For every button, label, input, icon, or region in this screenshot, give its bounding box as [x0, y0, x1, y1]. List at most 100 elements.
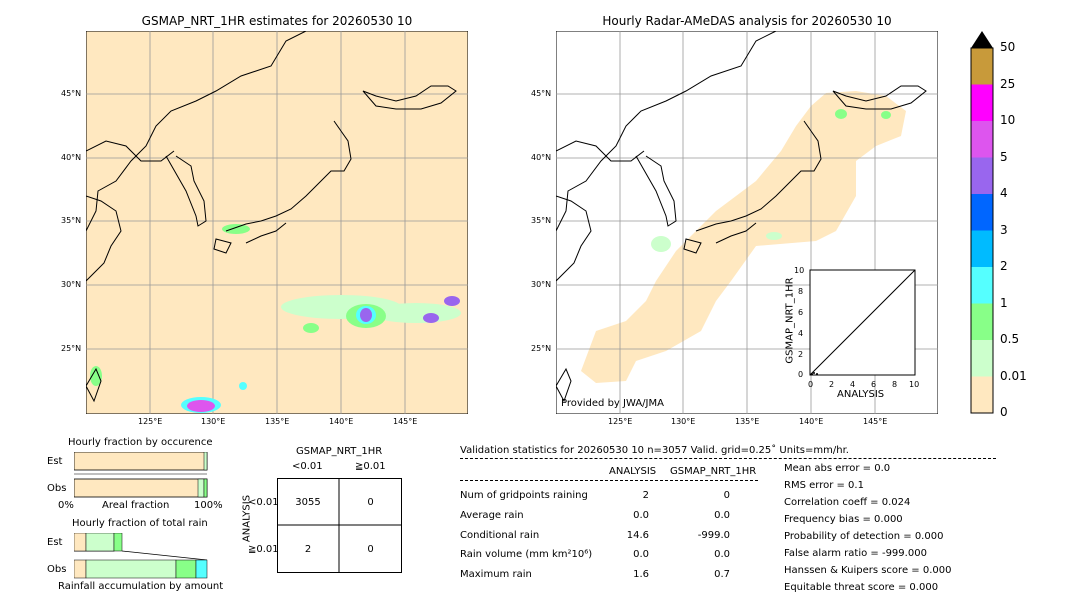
inset-x-tick-8: 8 — [892, 380, 898, 389]
colorbar — [970, 31, 994, 414]
left-lon-135: 135°E — [265, 417, 290, 426]
right-lat-30: 30°N — [531, 280, 552, 289]
frac-total-title: Hourly fraction of total rain — [72, 518, 208, 529]
colorbar-label: 0 — [1000, 405, 1008, 419]
map-credit: Provided by JWA/JMA — [561, 398, 664, 409]
frac-occ-bars — [74, 452, 208, 498]
right-map-title: Hourly Radar-AMeDAS analysis for 2026053… — [602, 14, 892, 28]
frac-total-row-obs: Obs — [47, 564, 67, 575]
scatter-diagonal — [809, 269, 916, 376]
colorbar-label: 2 — [1000, 259, 1008, 273]
colorbar-label: 5 — [1000, 149, 1008, 164]
left-map-rain-patches — [90, 224, 461, 413]
contingency-col-lt: <0.01 — [292, 461, 323, 472]
right-lon-145: 145°E — [863, 417, 888, 426]
right-lat-35: 35°N — [531, 216, 552, 225]
colorbar-segment — [971, 267, 993, 304]
frac-occ-row-obs: Obs — [47, 483, 67, 494]
scatter-points — [811, 372, 818, 375]
left-lat-40: 40°N — [61, 153, 82, 162]
left-lon-130: 130°E — [201, 417, 226, 426]
colorbar-segment — [971, 121, 993, 158]
stat-analysis: 2 — [642, 490, 649, 501]
contingency-title: GSMAP_NRT_1HR — [296, 446, 383, 457]
inset-y-tick-8: 8 — [798, 287, 804, 296]
right-lat-40: 40°N — [531, 153, 552, 162]
validation-divider — [460, 458, 996, 459]
colorbar-extend-arrow — [971, 31, 993, 48]
right-lat-45: 45°N — [531, 89, 552, 98]
colorbar-label: 4 — [1000, 186, 1008, 200]
colorbar-label: 3 — [1000, 222, 1008, 237]
colorbar-label: 10 — [1000, 113, 1016, 127]
frac-occ-title: Hourly fraction by occurence — [68, 437, 213, 448]
inset-x-tick-0: 0 — [808, 380, 814, 389]
frac-occ-axis-right: 100% — [194, 500, 223, 511]
colorbar-label: 50 — [1000, 40, 1016, 54]
stat-label: Conditional rain — [460, 530, 540, 541]
left-lon-145: 145°E — [393, 417, 418, 426]
colorbar-label: 1 — [1000, 295, 1008, 310]
inset-xlabel: ANALYSIS — [837, 389, 885, 400]
right-map-coverage — [581, 91, 906, 383]
right-lon-130: 130°E — [671, 417, 696, 426]
inset-y-tick-10: 10 — [794, 266, 805, 275]
stat-gsmap: 0 — [723, 490, 730, 501]
stat-gsmap: 0.0 — [714, 510, 730, 521]
right-lat-25: 25°N — [531, 344, 552, 353]
contingency-row-ge: ≧0.01 — [248, 544, 279, 555]
colorbar-label: 0.01 — [1000, 368, 1027, 383]
left-lat-35: 35°N — [61, 216, 82, 225]
colorbar-segment — [971, 157, 993, 194]
frac-total-bars — [74, 533, 208, 579]
contingency-grid — [277, 478, 402, 573]
inset-y-tick-6: 6 — [798, 308, 804, 317]
colorbar-label: 25 — [1000, 76, 1016, 91]
left-lon-125: 125°E — [138, 417, 163, 426]
colorbar-segment — [971, 376, 993, 413]
score-hk: Hanssen & Kuipers score = 0.000 — [784, 565, 952, 576]
frac-total-footer: Rainfall accumulation by amount — [58, 581, 224, 592]
score-frequency-bias: Frequency bias = 0.000 — [784, 514, 903, 525]
frac-occ-axis-mid: Areal fraction — [102, 500, 170, 511]
score-rms-error: RMS error = 0.1 — [784, 480, 864, 491]
colorbar-segment — [971, 194, 993, 231]
right-lon-135: 135°E — [735, 417, 760, 426]
left-map-coastlines — [86, 31, 457, 403]
colorbar-label: 0.5 — [1000, 332, 1020, 346]
contingency-row-lt: <0.01 — [248, 497, 279, 508]
inset-y-tick-0: 0 — [798, 370, 804, 379]
stat-label: Maximum rain — [460, 569, 532, 580]
left-lat-45: 45°N — [61, 89, 82, 98]
contingency-cell-00: 3055 — [295, 497, 321, 508]
left-lat-25: 25°N — [61, 344, 82, 353]
contingency-cell-10: 2 — [304, 544, 312, 555]
frac-total-row-est: Est — [47, 537, 63, 548]
colorbar-segment — [971, 230, 993, 267]
score-ets: Equitable threat score = 0.000 — [784, 582, 939, 593]
stat-analysis: 14.6 — [626, 530, 649, 541]
colorbar-segment — [971, 303, 993, 340]
left-lon-140: 140°E — [329, 417, 354, 426]
frac-occ-axis-left: 0% — [58, 500, 74, 511]
validation-col-analysis: ANALYSIS — [609, 466, 657, 477]
stat-gsmap: 0.0 — [714, 549, 730, 560]
inset-y-tick-4: 4 — [798, 329, 804, 338]
stat-gsmap: 0.7 — [714, 569, 730, 580]
validation-subdivider — [460, 480, 758, 481]
inset-x-tick-6: 6 — [871, 380, 877, 389]
left-map-title: GSMAP_NRT_1HR estimates for 20260530 10 — [141, 14, 413, 28]
right-map-rain-patches — [651, 109, 891, 252]
inset-y-tick-2: 2 — [798, 350, 804, 359]
colorbar-segments — [971, 48, 993, 413]
stat-label: Average rain — [460, 510, 524, 521]
colorbar-segment — [971, 340, 993, 377]
stat-label: Rain volume (mm km²10⁶) — [460, 549, 593, 560]
contingency-cell-11: 0 — [367, 544, 374, 555]
stat-analysis: 1.6 — [633, 569, 649, 580]
stat-label: Num of gridpoints raining — [460, 490, 588, 501]
stat-analysis: 0.0 — [633, 549, 649, 560]
left-map — [86, 31, 468, 414]
validation-col-gsmap: GSMAP_NRT_1HR — [670, 466, 757, 477]
right-map-coastlines — [556, 31, 927, 403]
